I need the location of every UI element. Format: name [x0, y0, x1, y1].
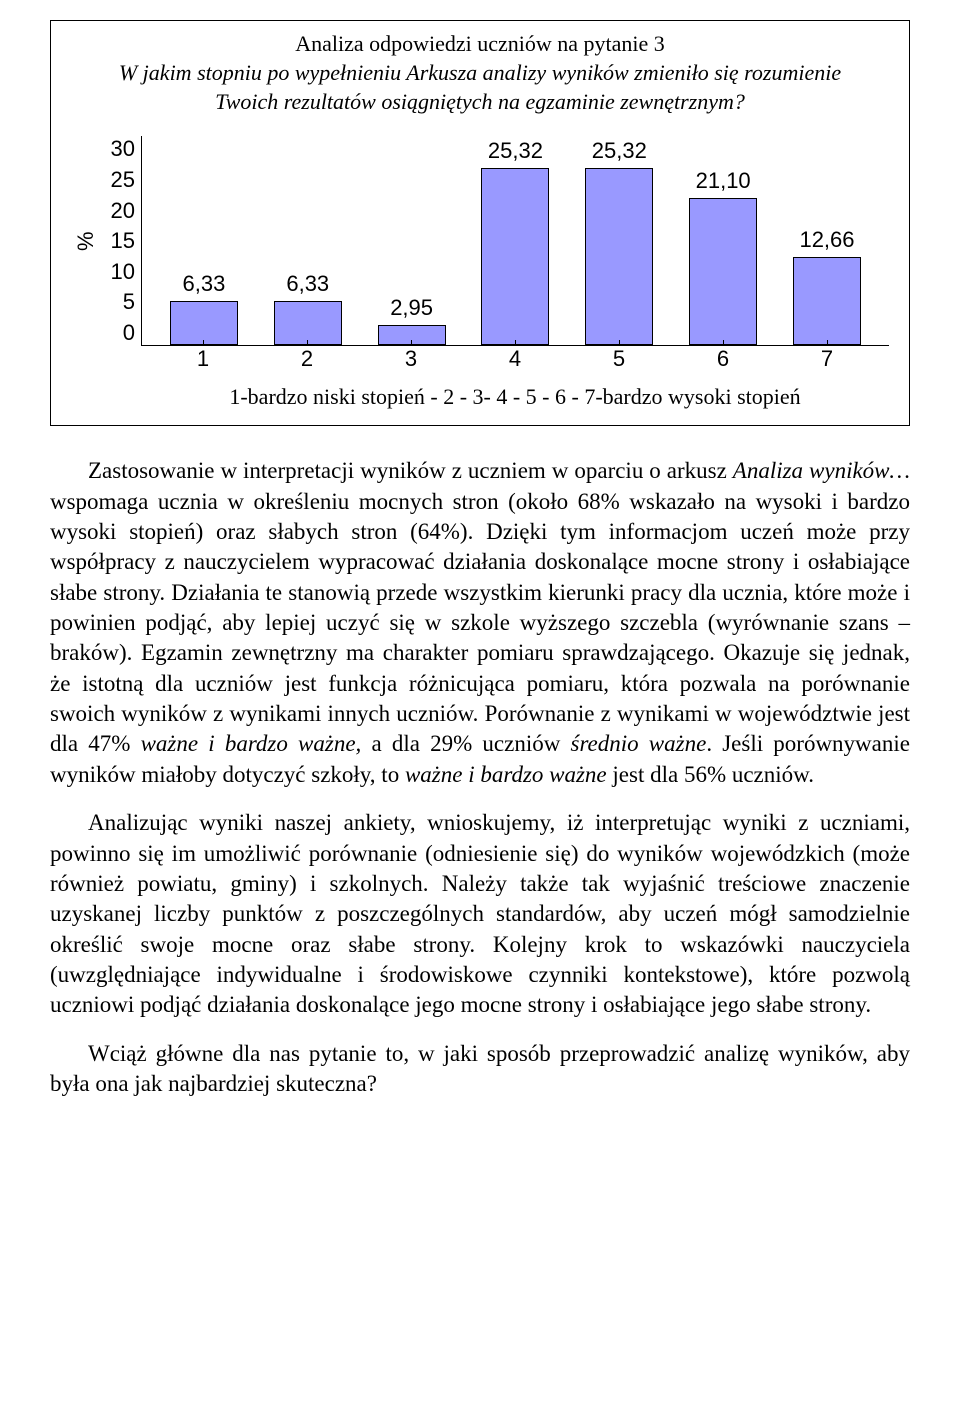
bar-value-label: 25,32 — [488, 138, 543, 164]
chart-area: % 30 25 20 15 10 5 0 6,33 6,33 2,95 25,32 25,32 21,… — [71, 136, 889, 346]
bar-value-label: 25,32 — [592, 138, 647, 164]
chart-plot: 6,33 6,33 2,95 25,32 25,32 21,10 12,66 — [141, 136, 889, 346]
y-axis-ticks: 30 25 20 15 10 5 0 — [101, 136, 141, 346]
x-tick: 4 — [470, 346, 560, 372]
x-axis-legend: 1-bardzo niski stopień - 2 - 3- 4 - 5 - … — [141, 384, 889, 410]
bar-value-label: 2,95 — [390, 295, 433, 321]
bar-group: 25,32 — [470, 138, 560, 345]
p1-t2: wspomaga ucznia w określeniu mocnych str… — [50, 489, 910, 757]
y-tick: 30 — [111, 136, 135, 162]
p1-i4: ważne i bardzo ważne — [405, 762, 607, 787]
bar-group: 21,10 — [678, 168, 768, 346]
x-tick: 6 — [678, 346, 768, 372]
p1-t3: a dla 29% uczniów — [361, 731, 570, 756]
paragraph-1: Zastosowanie w interpretacji wyników z u… — [50, 456, 910, 790]
x-tick: 3 — [366, 346, 456, 372]
bar-value-label: 6,33 — [183, 271, 226, 297]
p1-t5: jest dla 56% uczniów. — [607, 762, 814, 787]
chart-subtitle: W jakim stopniu po wypełnieniu Arkusza a… — [71, 59, 889, 116]
x-tick: 5 — [574, 346, 664, 372]
x-axis: 1234567 1-bardzo niski stopień - 2 - 3- … — [141, 346, 889, 410]
bar — [585, 168, 653, 345]
p1-i2: ważne i bardzo ważne, — [141, 731, 362, 756]
bar-group: 12,66 — [782, 227, 872, 346]
bar — [481, 168, 549, 345]
chart-title: Analiza odpowiedzi uczniów na pytanie 3 — [71, 31, 889, 57]
y-tick: 25 — [111, 167, 135, 193]
bar-group: 6,33 — [263, 271, 353, 345]
p3-text: Wciąż główne dla nas pytanie to, w jaki … — [50, 1041, 910, 1096]
p1-i1: Analiza wyników… — [733, 458, 910, 483]
bar — [170, 301, 238, 345]
paragraph-2: Analizując wyniki naszej ankiety, wniosk… — [50, 808, 910, 1021]
y-tick: 5 — [123, 289, 135, 315]
bar — [274, 301, 342, 345]
y-tick: 20 — [111, 198, 135, 224]
y-tick: 15 — [111, 228, 135, 254]
bar-group: 2,95 — [367, 295, 457, 346]
y-axis-label: % — [71, 136, 101, 346]
y-tick: 0 — [123, 320, 135, 346]
p2-text: Analizując wyniki naszej ankiety, wniosk… — [50, 810, 910, 1017]
bar — [689, 198, 757, 346]
x-tick: 1 — [158, 346, 248, 372]
bar-group: 6,33 — [159, 271, 249, 345]
bar-value-label: 21,10 — [696, 168, 751, 194]
bar — [793, 257, 861, 346]
paragraph-3: Wciąż główne dla nas pytanie to, w jaki … — [50, 1039, 910, 1100]
body-text: Zastosowanie w interpretacji wyników z u… — [50, 456, 910, 1099]
chart-container: Analiza odpowiedzi uczniów na pytanie 3 … — [50, 20, 910, 426]
p1-i3: średnio ważne — [571, 731, 707, 756]
x-tick: 2 — [262, 346, 352, 372]
y-tick: 10 — [111, 259, 135, 285]
bar-value-label: 6,33 — [286, 271, 329, 297]
bar-group: 25,32 — [574, 138, 664, 345]
bar-value-label: 12,66 — [799, 227, 854, 253]
p1-t1: Zastosowanie w interpretacji wyników z u… — [88, 458, 733, 483]
x-tick: 7 — [782, 346, 872, 372]
